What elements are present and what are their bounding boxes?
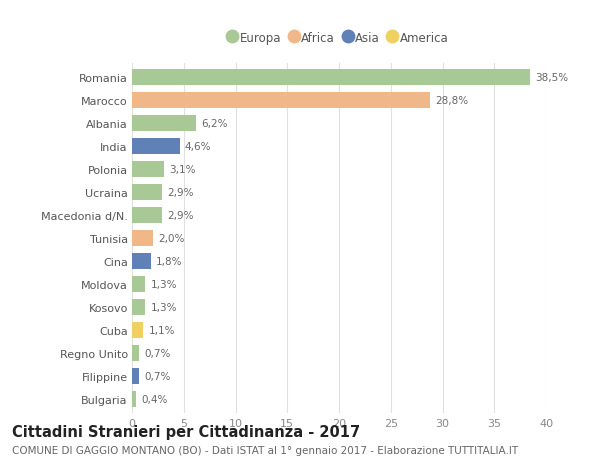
Bar [132,185,162,201]
Bar [132,392,136,407]
Bar [132,346,139,361]
Text: COMUNE DI GAGGIO MONTANO (BO) - Dati ISTAT al 1° gennaio 2017 - Elaborazione TUT: COMUNE DI GAGGIO MONTANO (BO) - Dati IST… [12,445,518,455]
Bar [132,208,162,224]
Text: 1,3%: 1,3% [151,302,177,313]
Text: 0,4%: 0,4% [142,394,167,404]
Bar [132,162,164,178]
Bar [132,116,196,132]
Text: 6,2%: 6,2% [202,119,228,129]
Bar [132,254,151,269]
Text: 2,0%: 2,0% [158,234,184,244]
Text: 2,9%: 2,9% [167,211,194,221]
Text: 4,6%: 4,6% [185,142,211,152]
Bar [132,70,530,86]
Text: 1,3%: 1,3% [151,280,177,290]
Text: 1,8%: 1,8% [156,257,182,267]
Legend: Europa, Africa, Asia, America: Europa, Africa, Asia, America [229,32,449,45]
Bar [132,369,139,384]
Text: 1,1%: 1,1% [149,325,175,336]
Bar [132,93,430,109]
Text: 3,1%: 3,1% [169,165,196,175]
Bar [132,323,143,338]
Text: 28,8%: 28,8% [435,96,469,106]
Text: 2,9%: 2,9% [167,188,194,198]
Text: 0,7%: 0,7% [145,348,171,358]
Text: 38,5%: 38,5% [536,73,569,83]
Bar [132,300,145,315]
Text: 0,7%: 0,7% [145,371,171,381]
Bar [132,139,179,155]
Text: Cittadini Stranieri per Cittadinanza - 2017: Cittadini Stranieri per Cittadinanza - 2… [12,425,360,440]
Bar [132,231,152,246]
Bar [132,277,145,292]
